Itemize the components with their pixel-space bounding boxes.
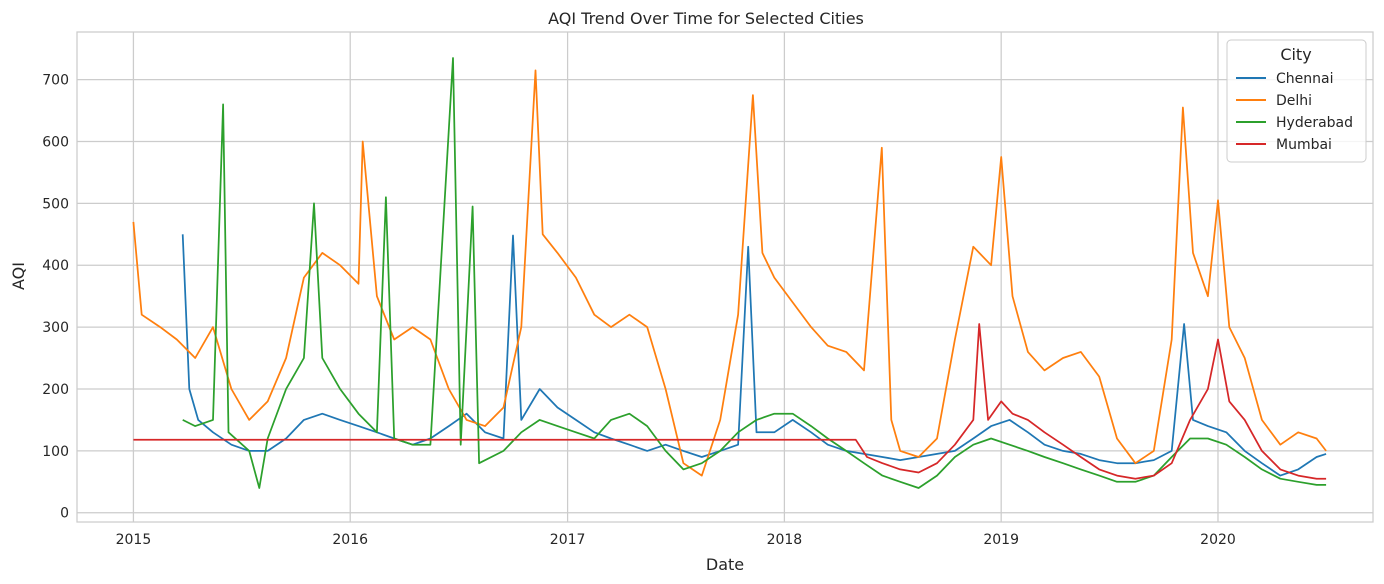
legend-item-hyderabad: Hyderabad	[1236, 115, 1353, 131]
legend: City Chennai Delhi Hyderabad Mumbai	[1226, 39, 1367, 163]
legend-items: Chennai Delhi Hyderabad Mumbai	[1236, 71, 1353, 153]
legend-label: Mumbai	[1276, 137, 1332, 153]
x-tick-label: 2016	[332, 532, 368, 548]
legend-item-delhi: Delhi	[1236, 93, 1312, 109]
y-tick-label: 400	[42, 258, 69, 274]
legend-item-mumbai: Mumbai	[1236, 137, 1332, 153]
legend-label: Delhi	[1276, 93, 1312, 109]
y-axis-title: AQI	[9, 262, 28, 290]
series-line-delhi	[132, 69, 1327, 477]
x-tick-label: 2017	[550, 532, 586, 548]
series-line-chennai	[181, 234, 1327, 477]
series-line-hyderabad	[182, 57, 1327, 489]
y-tick-label: 500	[42, 196, 69, 212]
y-tick-label: 100	[42, 444, 69, 460]
x-tick-label: 2018	[767, 532, 803, 548]
series-line-mumbai	[133, 323, 1327, 480]
x-tick-label: 2019	[983, 532, 1019, 548]
legend-item-chennai: Chennai	[1236, 71, 1333, 87]
x-tick-label: 2020	[1200, 532, 1236, 548]
chart-title: AQI Trend Over Time for Selected Cities	[548, 9, 864, 28]
y-tick-label: 600	[42, 135, 69, 151]
legend-label: Chennai	[1276, 71, 1333, 87]
x-axis-title: Date	[706, 555, 744, 574]
y-tick-label: 0	[60, 506, 69, 522]
legend-box	[1226, 39, 1367, 163]
y-tick-label: 300	[42, 320, 69, 336]
series-lines	[132, 57, 1327, 489]
y-tick-label: 200	[42, 382, 69, 398]
legend-label: Hyderabad	[1276, 115, 1353, 131]
legend-title: City	[1280, 45, 1311, 64]
x-tick-label: 2015	[116, 532, 152, 548]
axis-ticks: 0 100 200 300 400 500 600 700 2015 2016 2017 2018 20…	[42, 73, 1236, 548]
grid	[77, 32, 1373, 522]
y-tick-label: 700	[42, 73, 69, 89]
plot-frame	[76, 31, 1374, 523]
